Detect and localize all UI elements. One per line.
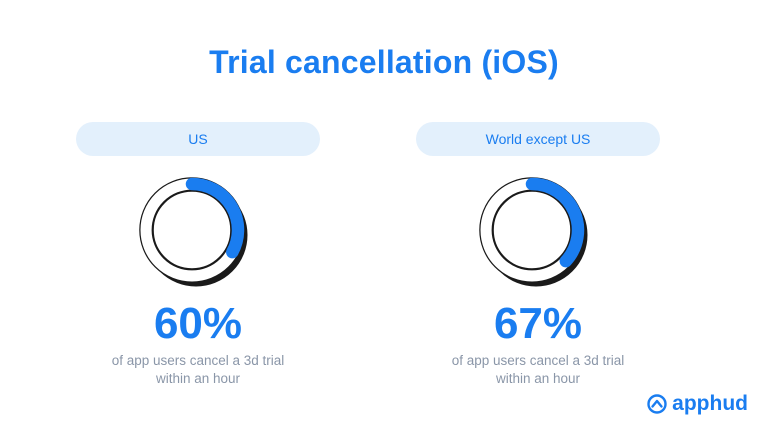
world-percentage: 67%: [493, 299, 583, 348]
apphud-logo-icon: [647, 394, 667, 414]
apphud-logo: apphud: [647, 392, 748, 416]
donut-value-arc: [525, 177, 585, 268]
us-caption-line1: of app users cancel a 3d trial: [111, 353, 285, 368]
us-donut-chart: [139, 177, 248, 287]
logo-text: apphud: [672, 392, 748, 415]
world-caption: of app users cancel a 3d trial within an…: [416, 352, 660, 388]
us-caption-line2: within an hour: [155, 371, 241, 386]
us-percentage: 60%: [153, 299, 243, 348]
donut-inner-outline: [491, 189, 573, 271]
page-title: Trial cancellation (iOS): [209, 44, 559, 80]
world-caption-line1: of app users cancel a 3d trial: [451, 353, 625, 368]
donut-inner-outline: [151, 189, 233, 271]
us-panel: US 60% of app users cancel a 3d trial wi…: [76, 122, 320, 386]
world-caption-line2: within an hour: [495, 371, 581, 386]
world-region-pill: World except US: [416, 122, 660, 156]
us-region-pill: US: [76, 122, 320, 156]
us-caption: of app users cancel a 3d trial within an…: [76, 352, 320, 388]
donut-value-arc: [185, 177, 245, 259]
world-donut-chart: [479, 177, 588, 287]
world-panel: World except US 67% of app users cancel …: [416, 122, 660, 386]
